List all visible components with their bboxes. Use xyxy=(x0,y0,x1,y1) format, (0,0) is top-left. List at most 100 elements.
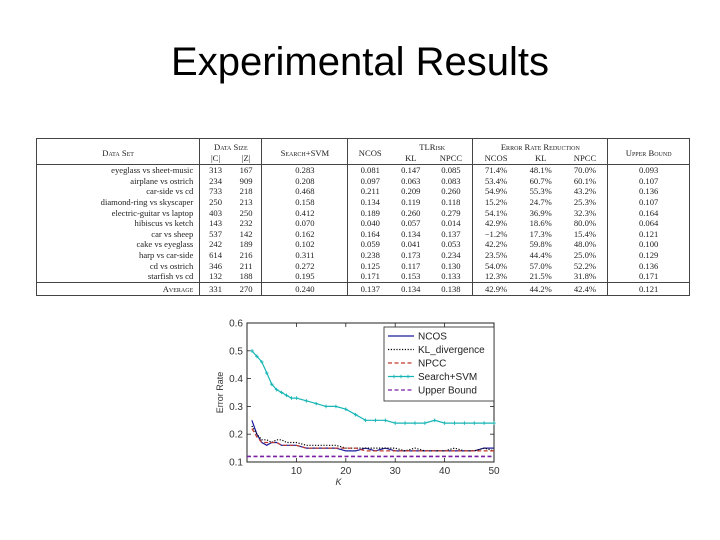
legend-marker xyxy=(392,374,396,379)
header-ncos: NCOS xyxy=(347,138,393,166)
table-cell: 48.0% xyxy=(573,239,597,250)
table-cell: 0.283 xyxy=(261,164,348,176)
legend-marker xyxy=(399,374,403,379)
table-cell: 242 xyxy=(199,239,231,250)
table-cell: 0.211 xyxy=(347,186,393,197)
table-cell: 0.085 xyxy=(441,165,461,176)
table-cell: 53.4% xyxy=(472,175,519,187)
table-cell: −1.2% xyxy=(472,228,519,240)
average-cell: 331 xyxy=(199,281,231,297)
y-axis-label: Error Rate xyxy=(215,372,225,414)
table-row: eyeglass vs sheet-music 313 167 0.283 0.081 0… xyxy=(37,164,690,176)
table-cell: 0.279 xyxy=(441,207,461,218)
header-data-size: Data Size xyxy=(199,138,262,153)
table-cell: 0.133 xyxy=(441,271,461,282)
table-cell: 42.2% xyxy=(472,239,519,250)
table-cell: 0.059 xyxy=(347,239,393,250)
table-cell: 0.070 xyxy=(261,218,348,229)
table-cell: 0.171 xyxy=(347,271,393,283)
legend-label: Upper Bound xyxy=(418,386,477,397)
header-npcc: NPCC xyxy=(429,152,473,166)
table-row: starfish vs cd 132 188 0.195 0.171 0.153 0.133… xyxy=(37,271,690,283)
table-cell: 0.119 xyxy=(401,196,421,207)
table-cell: 213 xyxy=(239,196,253,207)
table-cell: 32.3% xyxy=(573,207,597,218)
dataset-name-cell: eyeglass vs sheet-music xyxy=(111,165,194,176)
table-cell: 537 xyxy=(199,228,231,240)
series-marker xyxy=(383,418,388,423)
series-marker xyxy=(423,421,427,425)
table-cell: 0.136 xyxy=(607,260,690,272)
table-cell: 0.260 xyxy=(441,186,461,197)
average-cell: 42.4% xyxy=(562,281,608,297)
x-tick-label: 50 xyxy=(488,466,500,477)
table-cell: 71.4% xyxy=(472,164,519,176)
table-cell: 0.083 xyxy=(441,175,461,186)
table-cell: 0.064 xyxy=(607,218,690,229)
dataset-name-cell: cake vs eyeglass xyxy=(136,239,194,250)
table-cell: 31.8% xyxy=(573,271,597,282)
table-cell: 0.468 xyxy=(261,186,348,197)
y-tick-label: 0.6 xyxy=(229,319,243,330)
x-tick-label: 40 xyxy=(439,466,451,477)
series-marker xyxy=(260,360,264,364)
table-row: diamond-ring vs skyscaper 250 213 0.158 0.13… xyxy=(37,196,690,208)
dataset-name-cell: hibiscus vs ketch xyxy=(134,218,194,229)
y-tick-label: 0.5 xyxy=(229,346,243,357)
table-cell: 44.4% xyxy=(529,249,552,260)
table-row: airplane vs ostrich 234 909 0.208 0.097 0.063… xyxy=(37,175,690,187)
table-cell: 0.134 xyxy=(347,196,393,208)
table-cell: 0.158 xyxy=(261,196,348,208)
table-cell: 25.3% xyxy=(573,196,597,207)
table-cell: 216 xyxy=(239,249,253,260)
chart-legend: NCOS KL_divergence NPCC Search+SVM Upper Bou… xyxy=(383,326,495,402)
table-row: cd vs ostrich 346 211 0.272 0.125 0.117 0.130 5… xyxy=(37,260,690,272)
table-cell: 0.093 xyxy=(607,164,690,176)
table-cell: 167 xyxy=(239,165,253,176)
header-upper-bound: Upper Bound xyxy=(607,138,690,166)
x-tick-label: 10 xyxy=(291,466,303,477)
table-body: eyeglass vs sheet-music 313 167 0.283 0.081 0… xyxy=(37,164,690,283)
table-cell: 0.209 xyxy=(401,186,421,197)
dataset-name-cell: diamond-ring vs skyscaper xyxy=(100,196,194,207)
average-cell: 44.2% xyxy=(518,281,563,297)
table-cell: 0.164 xyxy=(347,228,393,240)
table-cell: 211 xyxy=(239,260,253,271)
table-cell: 21.5% xyxy=(529,271,552,282)
header-c: |C| xyxy=(199,152,231,166)
table-cell: 0.164 xyxy=(607,207,690,219)
table-cell: 0.041 xyxy=(401,239,421,250)
y-tick-label: 0.2 xyxy=(229,430,243,441)
slide-title: Experimental Results xyxy=(171,40,549,84)
x-tick-label: 30 xyxy=(390,466,402,477)
header-kl-reduction: KL xyxy=(518,152,563,166)
table-cell: 54.1% xyxy=(472,207,519,219)
table-average-row: Average 331 270 0.240 0.137 0.134 0.138 … xyxy=(36,281,690,297)
series-marker xyxy=(482,421,486,425)
table-cell: 0.134 xyxy=(401,228,421,239)
table-row: cake vs eyeglass 242 189 0.102 0.059 0.041 0.0… xyxy=(37,239,690,250)
table-header-row-top: Data Set Data Size Search+SVM NCOS TLRis… xyxy=(36,138,690,166)
dataset-name-cell: harp vs car-side xyxy=(139,249,194,260)
table-cell: 0.057 xyxy=(401,218,421,229)
table-cell: 17.3% xyxy=(529,228,552,239)
table-cell: 25.0% xyxy=(573,249,597,260)
dataset-name-cell: airplane vs ostrich xyxy=(130,175,194,186)
series-marker xyxy=(279,390,284,395)
table-cell: 0.412 xyxy=(261,207,348,219)
series-marker xyxy=(255,354,259,359)
average-label: Average xyxy=(36,281,200,297)
table-cell: 52.2% xyxy=(573,260,597,271)
series-marker xyxy=(472,421,477,425)
series-marker xyxy=(294,396,299,400)
series-marker xyxy=(403,421,407,425)
dataset-name-cell: car vs sheep xyxy=(151,228,194,239)
table-row: hibiscus vs ketch 143 232 0.070 0.040 0.057 0.… xyxy=(37,218,690,229)
table-cell: 70.0% xyxy=(573,165,597,176)
results-table: Data Set Data Size Search+SVM NCOS TLRis… xyxy=(36,138,690,297)
series-marker xyxy=(344,407,348,411)
table-cell: 188 xyxy=(239,271,253,282)
legend-label: KL_divergence xyxy=(418,345,485,356)
table-cell: 23.5% xyxy=(472,249,519,261)
table-cell: 0.107 xyxy=(607,175,690,187)
